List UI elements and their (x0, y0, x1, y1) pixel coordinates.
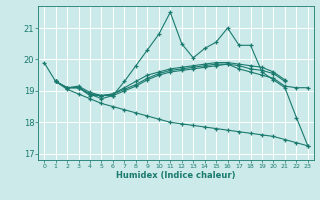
X-axis label: Humidex (Indice chaleur): Humidex (Indice chaleur) (116, 171, 236, 180)
